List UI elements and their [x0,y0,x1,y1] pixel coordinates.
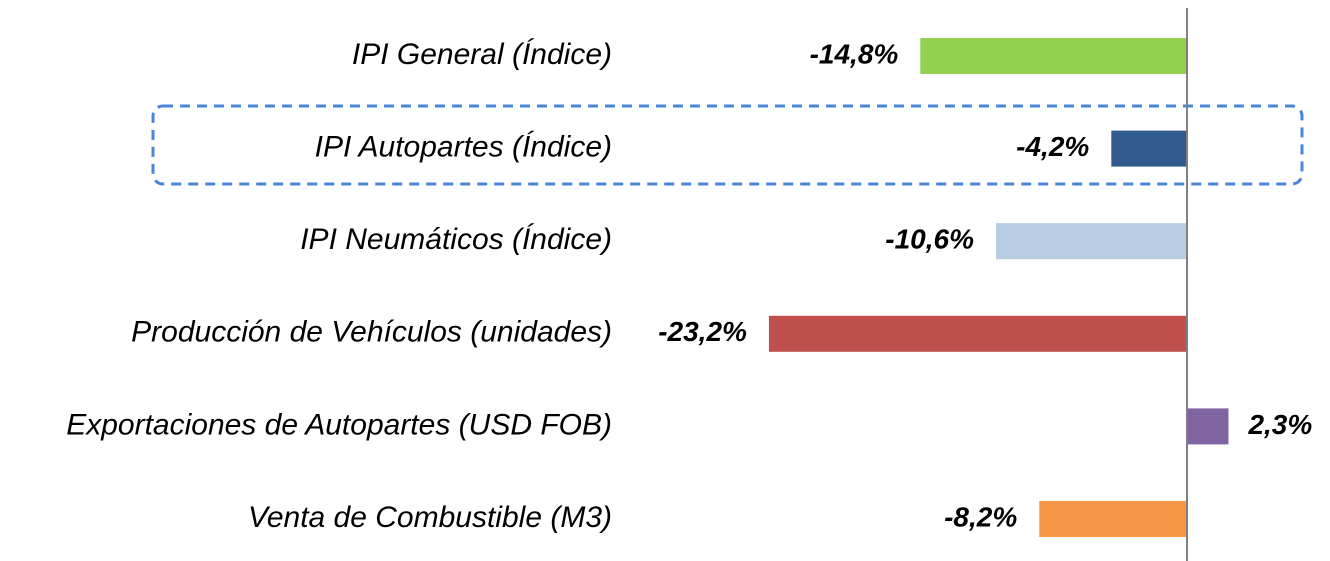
bar [995,223,1187,260]
category-label: Venta de Combustible (M3) [248,501,612,534]
bar [1039,501,1187,537]
bar [1111,130,1187,167]
category-label: IPI General (Índice) [352,38,612,71]
bar [920,38,1187,74]
value-label: -10,6% [885,224,974,255]
category-label: Exportaciones de Autopartes (USD FOB) [66,408,612,441]
value-label: -14,8% [810,38,899,69]
category-label: IPI Autopartes (Índice) [315,131,612,164]
value-label: -8,2% [944,501,1017,532]
highlight-box [151,104,1304,186]
bar [1187,408,1229,445]
bar [768,315,1187,352]
category-label: IPI Neumáticos (Índice) [300,223,612,256]
value-label: -4,2% [1016,131,1089,162]
category-label: Producción de Vehículos (unidades) [131,316,612,349]
value-label: -23,2% [658,316,747,347]
value-label: 2,3% [1247,409,1312,440]
